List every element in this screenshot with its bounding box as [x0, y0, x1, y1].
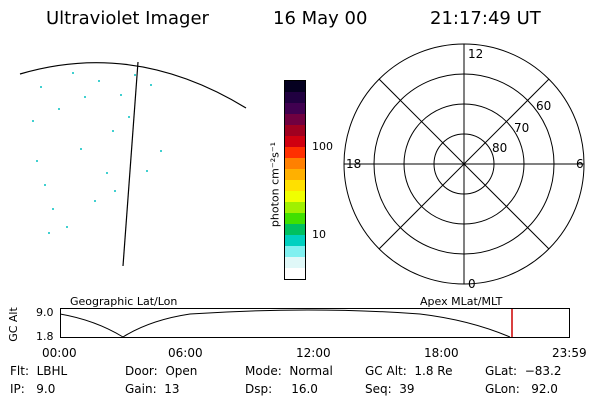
colorbar-band: [285, 180, 305, 191]
colorbar-tick-10: 10: [312, 228, 326, 241]
colorbar-band: [285, 224, 305, 235]
status-gc-alt: GC Alt: 1.8 Re: [365, 364, 453, 378]
altitude-tick-bottom: 1.8: [36, 330, 54, 343]
date-label: 16 May 00: [273, 8, 368, 29]
instrument-title: Ultraviolet Imager: [46, 8, 209, 29]
time-tick-1200: 12:00: [296, 346, 331, 360]
meridian-line: [122, 61, 139, 267]
altitude-curve: [60, 309, 511, 338]
colorbar-band: [285, 268, 305, 279]
geographic-title: Geographic Lat/Lon: [70, 295, 178, 308]
colorbar-band: [285, 191, 305, 202]
status-gain: Gain: 13: [125, 382, 180, 396]
mlt-label-top: 12: [468, 47, 483, 61]
time-tick-0000: 00:00: [42, 346, 77, 360]
colorbar-tick-100: 100: [312, 140, 333, 153]
status-door: Door: Open: [125, 364, 198, 378]
status-glon: GLon: 92.0: [485, 382, 558, 396]
time-tick-1800: 18:00: [424, 346, 459, 360]
mlt-label-bottom: 0: [468, 277, 476, 291]
colorbar-band: [285, 202, 305, 213]
colorbar-unit-label: photon cm⁻²s⁻¹: [268, 141, 282, 228]
altitude-tick-top: 9.0: [36, 306, 54, 319]
time-tick-2359: 23:59: [552, 346, 587, 360]
colorbar-band: [285, 114, 305, 125]
colorbar-band: [285, 81, 305, 92]
colorbar-band: [285, 158, 305, 169]
aurora-speckles: [32, 72, 162, 234]
colorbar-band: [285, 169, 305, 180]
colorbar-band: [285, 213, 305, 224]
colorbar-band: [285, 246, 305, 257]
lat-label-80: 80: [492, 141, 507, 155]
lat-label-70: 70: [514, 121, 529, 135]
colorbar-band: [285, 136, 305, 147]
earth-limb-arc: [19, 62, 247, 109]
lat-label-60: 60: [536, 99, 551, 113]
colorbar-band: [285, 147, 305, 158]
geographic-image-panel: [19, 61, 247, 267]
altitude-axis-label: GC Alt: [6, 307, 20, 342]
apex-title: Apex MLat/MLT: [420, 295, 503, 308]
time-label: 21:17:49 UT: [430, 8, 541, 29]
altitude-strip-frame: [60, 308, 570, 338]
colorbar-band: [285, 92, 305, 103]
colorbar: [284, 80, 306, 280]
status-seq: Seq: 39: [365, 382, 415, 396]
mlt-label-left: 18: [346, 157, 361, 171]
status-dsp: Dsp: 16.0: [245, 382, 318, 396]
status-ip: IP: 9.0: [10, 382, 56, 396]
polar-plot: 12 18 6 0 60 70 80: [343, 43, 585, 291]
colorbar-band: [285, 257, 305, 268]
status-glat: GLat: −83.2: [485, 364, 562, 378]
altitude-strip: [60, 308, 570, 338]
status-filter: Flt: LBHL: [10, 364, 68, 378]
colorbar-band: [285, 125, 305, 136]
polar-diagonal-b: [378, 78, 550, 250]
colorbar-band: [285, 103, 305, 114]
time-tick-0600: 06:00: [168, 346, 203, 360]
mlt-label-right: 6: [576, 157, 584, 171]
status-mode: Mode: Normal: [245, 364, 333, 378]
colorbar-band: [285, 235, 305, 246]
